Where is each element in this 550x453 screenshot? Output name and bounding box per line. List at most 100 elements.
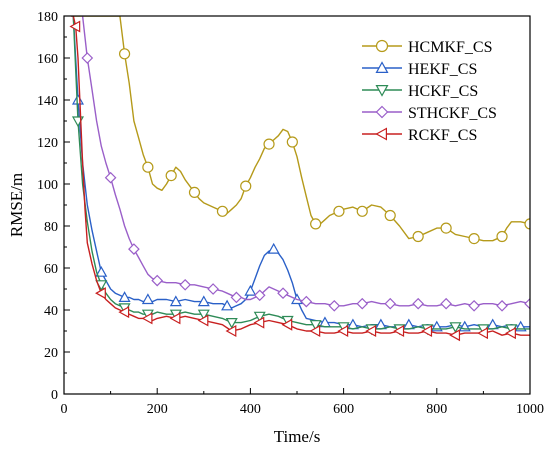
data-point bbox=[310, 218, 322, 230]
legend-item: STHCKF_CS bbox=[362, 105, 497, 122]
data-point bbox=[277, 287, 289, 300]
legend-label: HCKF_CS bbox=[408, 83, 478, 100]
data-point bbox=[197, 314, 209, 327]
data-point bbox=[356, 205, 368, 217]
data-point bbox=[412, 297, 425, 310]
legend-item: HCKF_CS bbox=[362, 83, 478, 100]
data-point bbox=[524, 297, 530, 310]
y-tick-label: 120 bbox=[37, 136, 58, 151]
legend-label: HCMKF_CS bbox=[408, 39, 492, 56]
x-tick-label: 0 bbox=[61, 402, 68, 417]
legend-item: HCMKF_CS bbox=[362, 39, 492, 56]
data-point bbox=[240, 180, 252, 192]
data-point bbox=[95, 265, 108, 277]
series-sthckf-cs bbox=[81, 16, 530, 312]
data-point bbox=[496, 230, 508, 243]
x-tick-label: 1000 bbox=[516, 402, 544, 417]
data-point bbox=[118, 291, 131, 302]
data-point bbox=[104, 171, 117, 184]
data-point bbox=[440, 222, 452, 234]
data-point bbox=[356, 297, 369, 310]
data-point bbox=[81, 52, 94, 64]
y-tick-label: 180 bbox=[37, 10, 58, 25]
legend-marker bbox=[375, 105, 389, 119]
data-point bbox=[440, 297, 452, 310]
y-tick-label: 20 bbox=[44, 346, 58, 361]
data-point bbox=[449, 329, 461, 342]
data-point bbox=[477, 327, 488, 340]
y-tick-label: 80 bbox=[44, 220, 58, 235]
y-tick-label: 100 bbox=[37, 178, 58, 193]
series-line bbox=[81, 16, 530, 307]
legend: HCMKF_CS HEKF_CS HCKF_CS STHCKF_CS RCKF_CS bbox=[362, 39, 497, 144]
data-point bbox=[253, 316, 265, 329]
data-point bbox=[267, 242, 280, 254]
y-axis-label: RMSE/m bbox=[7, 173, 26, 237]
data-point bbox=[197, 295, 210, 307]
data-point bbox=[142, 161, 154, 173]
data-point bbox=[263, 138, 275, 150]
data-point bbox=[393, 324, 405, 338]
data-point bbox=[141, 293, 154, 305]
data-point bbox=[128, 243, 140, 255]
data-point bbox=[412, 230, 424, 243]
data-point bbox=[505, 327, 516, 340]
data-point bbox=[300, 295, 313, 308]
data-point bbox=[524, 218, 530, 230]
data-point bbox=[165, 170, 177, 182]
legend-label: STHCKF_CS bbox=[408, 105, 497, 122]
data-point bbox=[253, 289, 266, 302]
legend-item: RCKF_CS bbox=[362, 127, 477, 144]
data-point bbox=[286, 136, 298, 148]
y-tick-label: 60 bbox=[44, 262, 58, 277]
legend-marker bbox=[375, 39, 389, 53]
data-point bbox=[188, 186, 201, 198]
data-point bbox=[118, 306, 130, 319]
data-point bbox=[230, 291, 243, 304]
y-tick-label: 0 bbox=[51, 388, 58, 403]
series-layer bbox=[69, 16, 530, 342]
data-point bbox=[253, 311, 266, 323]
y-tick-label: 140 bbox=[37, 94, 58, 109]
x-tick-label: 800 bbox=[426, 402, 447, 417]
data-point bbox=[95, 287, 106, 300]
data-point bbox=[221, 299, 234, 311]
data-point bbox=[421, 324, 433, 338]
data-point bbox=[225, 324, 237, 338]
legend-label: HEKF_CS bbox=[408, 61, 477, 78]
series-hcmkf-cs bbox=[73, 16, 530, 245]
data-point bbox=[468, 299, 480, 312]
legend-marker bbox=[375, 84, 389, 97]
axis-ticks: 0 200 400 600 800 1000 0 20 40 60 80 100 120 140 160 18… bbox=[37, 10, 544, 417]
x-tick-label: 400 bbox=[240, 402, 261, 417]
data-point bbox=[179, 278, 192, 291]
y-tick-label: 160 bbox=[37, 52, 58, 67]
data-point bbox=[169, 295, 182, 307]
data-point bbox=[365, 324, 377, 338]
data-point bbox=[486, 318, 499, 330]
data-point bbox=[151, 274, 164, 287]
x-tick-label: 600 bbox=[333, 402, 354, 417]
legend-marker bbox=[375, 127, 387, 141]
data-point bbox=[244, 284, 257, 296]
data-point bbox=[69, 20, 81, 33]
data-point bbox=[496, 299, 508, 312]
data-point bbox=[328, 299, 341, 312]
data-point bbox=[169, 312, 181, 325]
data-point bbox=[402, 318, 415, 330]
legend-marker bbox=[375, 61, 389, 74]
data-point bbox=[384, 297, 397, 310]
data-point bbox=[449, 322, 462, 334]
data-point bbox=[141, 312, 153, 325]
data-point bbox=[197, 309, 210, 321]
data-point bbox=[333, 205, 345, 217]
data-point bbox=[216, 205, 229, 217]
data-point bbox=[207, 283, 219, 295]
data-point bbox=[281, 318, 293, 331]
series-rckf-cs bbox=[69, 16, 530, 342]
data-point bbox=[118, 48, 131, 60]
legend-item: HEKF_CS bbox=[362, 61, 477, 78]
data-point bbox=[468, 233, 480, 245]
data-point bbox=[337, 324, 349, 338]
